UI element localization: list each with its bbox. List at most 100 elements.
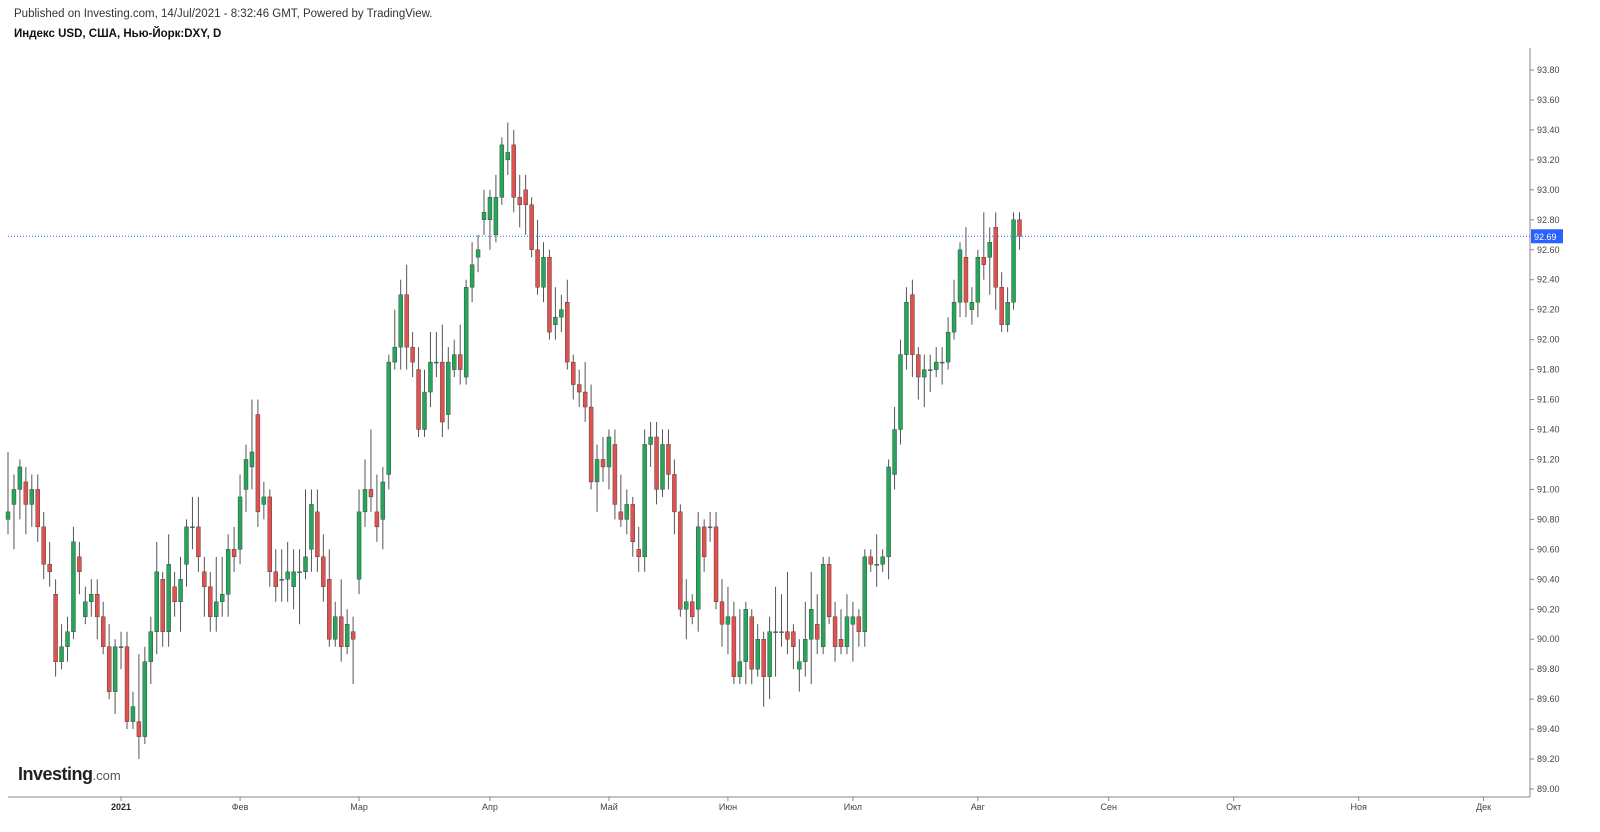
candle-body-down xyxy=(761,639,766,677)
logo-suffix-text: .com xyxy=(92,768,121,783)
price-tick-label: 89.20 xyxy=(1537,754,1560,764)
candle-body-down xyxy=(832,616,838,647)
candle-body-up xyxy=(243,459,249,490)
last-price-badge xyxy=(1531,229,1563,244)
candle-body-up xyxy=(434,361,439,364)
price-tick-label: 89.40 xyxy=(1537,724,1560,734)
candle-body-up xyxy=(684,601,689,610)
candle-body-down xyxy=(910,294,915,355)
candle-body-up xyxy=(130,706,136,722)
candle-body-up xyxy=(493,197,499,235)
candle-body-up xyxy=(880,556,885,565)
candle-body-down xyxy=(374,511,380,528)
candles-group xyxy=(5,122,1022,760)
candle-body-up xyxy=(190,526,195,529)
candle-body-up xyxy=(987,242,992,258)
candle-body-up xyxy=(737,661,743,677)
candle-body-down xyxy=(749,616,754,670)
candle-body-up xyxy=(309,504,314,550)
candle-body-up xyxy=(1011,219,1016,303)
price-tick-label: 92.60 xyxy=(1537,245,1560,255)
candle-body-up xyxy=(344,624,350,647)
candle-body-up xyxy=(1005,301,1010,325)
candle-body-up xyxy=(428,361,433,393)
price-tick-label: 90.80 xyxy=(1537,514,1560,524)
candle-body-up xyxy=(886,466,891,558)
price-tick-label: 92.40 xyxy=(1537,275,1560,285)
candle-body-up xyxy=(606,436,612,468)
candle-body-down xyxy=(404,294,409,348)
candle-body-down xyxy=(993,227,998,288)
candle-body-up xyxy=(642,444,647,558)
price-tick-label: 91.40 xyxy=(1537,425,1560,435)
price-tick-label: 89.80 xyxy=(1537,664,1560,674)
candle-body-up xyxy=(904,301,909,355)
candle-body-up xyxy=(380,481,386,520)
price-tick-label: 93.00 xyxy=(1537,185,1560,195)
candle-body-down xyxy=(350,631,356,640)
candle-body-down xyxy=(612,444,618,505)
candle-body-down xyxy=(701,526,707,558)
candle-body-down xyxy=(565,301,570,363)
price-tick-label: 90.40 xyxy=(1537,574,1560,584)
time-tick-label: Окт xyxy=(1226,802,1241,812)
candle-body-down xyxy=(547,257,552,333)
candle-body-down xyxy=(571,361,576,385)
candle-body-down xyxy=(916,354,921,378)
candle-body-down xyxy=(315,511,320,558)
candle-body-up xyxy=(957,249,963,303)
candle-body-down xyxy=(713,526,719,602)
candle-body-down xyxy=(511,144,516,198)
price-tick-label: 93.20 xyxy=(1537,155,1560,165)
price-tick-label: 93.80 xyxy=(1537,65,1560,75)
candle-body-up xyxy=(559,309,564,318)
candle-body-up xyxy=(862,556,867,632)
price-tick-label: 91.00 xyxy=(1537,484,1560,494)
candle-body-up xyxy=(767,631,772,677)
candle-body-up xyxy=(725,616,731,625)
candle-body-up xyxy=(118,646,124,648)
candle-body-down xyxy=(963,257,969,303)
candle-body-up xyxy=(291,571,296,587)
logo-main-text: Investing xyxy=(18,764,93,784)
candle-body-down xyxy=(582,391,588,408)
candle-body-up xyxy=(398,294,403,348)
time-tick-label: Ноя xyxy=(1350,802,1367,812)
candle-body-up xyxy=(261,496,267,505)
candle-body-down xyxy=(826,564,832,617)
candle-body-down xyxy=(100,616,106,647)
candle-body-down xyxy=(785,631,790,640)
candle-body-up xyxy=(65,631,70,647)
candle-body-down xyxy=(77,556,82,573)
candle-body-up xyxy=(112,646,118,692)
candle-body-down xyxy=(529,204,534,250)
candle-body-down xyxy=(672,474,677,513)
candle-body-up xyxy=(237,496,243,550)
candle-body-up xyxy=(624,504,629,520)
candle-body-down xyxy=(981,257,986,265)
candle-body-down xyxy=(106,646,112,692)
candle-body-down xyxy=(999,286,1004,325)
candle-body-up xyxy=(285,571,290,580)
last-price-group: 92.69 xyxy=(8,229,1563,244)
candle-body-down xyxy=(53,594,58,662)
candle-body-down xyxy=(588,406,594,483)
candle-body-up xyxy=(773,631,778,633)
candle-body-up xyxy=(660,444,665,490)
candle-body-up xyxy=(850,616,856,625)
price-tick-label: 92.20 xyxy=(1537,305,1560,315)
candle-body-up xyxy=(249,451,255,468)
candle-body-up xyxy=(297,571,302,574)
candle-body-down xyxy=(838,639,844,647)
time-axis-group: 2021 Фев Мар Апр Май Июн Июл Авг Сен Окт Ноя Дек xyxy=(111,797,1491,812)
candle-body-up xyxy=(166,564,171,632)
candle-body-up xyxy=(820,564,826,647)
candle-body-up xyxy=(59,646,64,662)
candle-body-up xyxy=(922,369,927,378)
candle-body-up xyxy=(797,661,802,670)
candle-body-up xyxy=(892,429,897,475)
time-tick-label: Июл xyxy=(844,802,862,812)
candle-body-down xyxy=(208,586,213,617)
price-tick-label: 90.00 xyxy=(1537,634,1560,644)
